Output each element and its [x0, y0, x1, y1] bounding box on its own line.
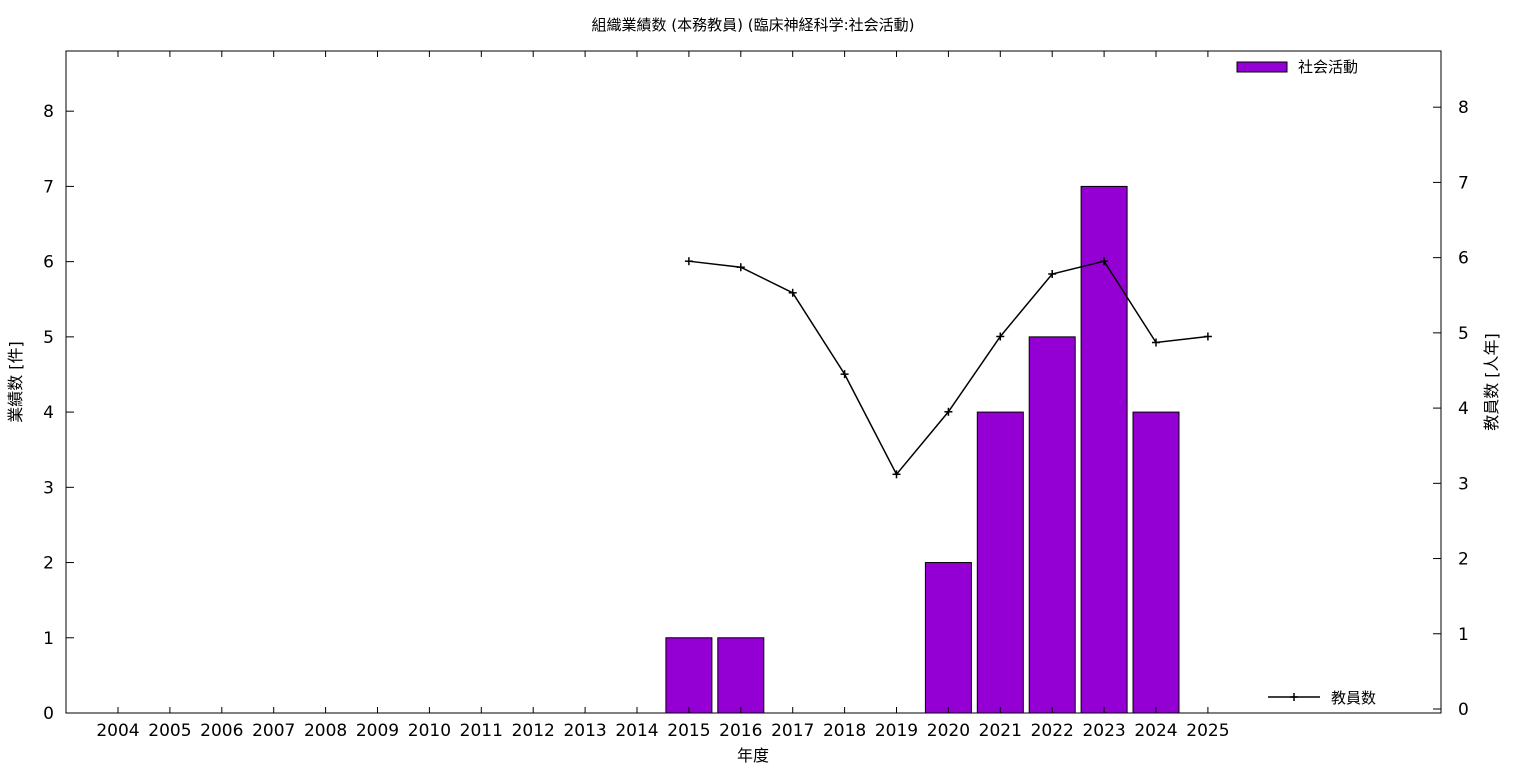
y2-tick-label: 0	[1458, 700, 1469, 720]
bar	[1132, 411, 1180, 714]
y-tick-label: 8	[43, 102, 54, 122]
line-point	[944, 407, 953, 416]
x-tick-label: 2023	[1082, 721, 1125, 741]
x-tick-label: 2004	[96, 721, 139, 741]
x-tick-label: 2007	[252, 721, 295, 741]
legend-line: 教員数	[1268, 689, 1376, 707]
legend-line-label: 教員数	[1331, 689, 1376, 707]
line-point	[1203, 332, 1212, 341]
bar	[1028, 336, 1076, 714]
y-tick-label: 1	[43, 629, 54, 649]
y2-axis-label: 教員数 [人年]	[1482, 333, 1501, 431]
x-axis: 2004 2005 2006 2007 2008 2009 2010 2011 2012 2013…	[96, 51, 1230, 741]
y2-tick-label: 3	[1458, 474, 1469, 494]
chart-title: 組織業績数 (本務教員) (臨床神経科学:社会活動)	[591, 16, 914, 34]
line-point	[684, 257, 693, 266]
line-path	[688, 260, 1208, 476]
y2-tick-label: 5	[1458, 324, 1469, 344]
x-tick-label: 2017	[771, 721, 814, 741]
y-tick-label: 5	[43, 328, 54, 348]
x-tick-label: 2009	[356, 721, 399, 741]
line-series	[684, 257, 1212, 479]
y2-tick-label: 1	[1458, 625, 1469, 645]
y-axis-left: 0 1 2 3 4 5 6 7 8	[43, 102, 74, 724]
x-tick-label: 2005	[148, 721, 191, 741]
x-tick-label: 2014	[615, 721, 658, 741]
line-point	[1100, 257, 1109, 266]
bar-series	[665, 185, 1180, 714]
line-point	[1048, 269, 1057, 278]
x-tick-label: 2008	[304, 721, 347, 741]
x-tick-label: 2013	[563, 721, 606, 741]
y2-tick-label: 4	[1458, 399, 1469, 419]
x-tick-label: 2006	[200, 721, 243, 741]
plot-frame	[65, 50, 1442, 714]
y-tick-label: 0	[43, 704, 54, 724]
y-axis-label: 業績数 [件]	[6, 341, 25, 423]
x-tick-label: 2021	[979, 721, 1022, 741]
legend-bar: 社会活動	[1236, 58, 1358, 76]
x-tick-label: 2024	[1134, 721, 1177, 741]
line-point	[788, 288, 797, 297]
line-point	[996, 332, 1005, 341]
x-tick-label: 2020	[927, 721, 970, 741]
line-point	[892, 470, 901, 479]
y-axis-right: 0 1 2 3 4 5 6 7 8	[1433, 98, 1469, 720]
y-tick-label: 2	[43, 554, 54, 574]
bar	[665, 637, 713, 714]
y-tick-label: 3	[43, 478, 54, 498]
x-tick-label: 2022	[1031, 721, 1074, 741]
y2-tick-label: 2	[1458, 550, 1469, 570]
bar	[976, 411, 1024, 714]
x-tick-label: 2011	[460, 721, 503, 741]
bar	[717, 637, 765, 714]
y-tick-label: 6	[43, 253, 54, 273]
x-tick-label: 2025	[1186, 721, 1229, 741]
x-axis-label: 年度	[737, 746, 769, 765]
legend-bar-swatch	[1236, 61, 1288, 73]
y2-tick-label: 7	[1458, 173, 1469, 193]
bar	[1080, 185, 1128, 714]
y-tick-label: 7	[43, 177, 54, 197]
x-tick-label: 2016	[719, 721, 762, 741]
y2-tick-label: 8	[1458, 98, 1469, 118]
x-tick-label: 2010	[408, 721, 451, 741]
legend-bar-label: 社会活動	[1298, 58, 1358, 76]
y2-tick-label: 6	[1458, 249, 1469, 269]
line-point	[736, 263, 745, 272]
line-point	[1152, 338, 1160, 347]
line-point	[840, 370, 849, 379]
bar	[924, 562, 972, 714]
y-tick-label: 4	[43, 403, 54, 423]
x-tick-label: 2018	[823, 721, 866, 741]
x-tick-label: 2015	[667, 721, 710, 741]
x-tick-label: 2019	[875, 721, 918, 741]
x-tick-label: 2012	[512, 721, 555, 741]
